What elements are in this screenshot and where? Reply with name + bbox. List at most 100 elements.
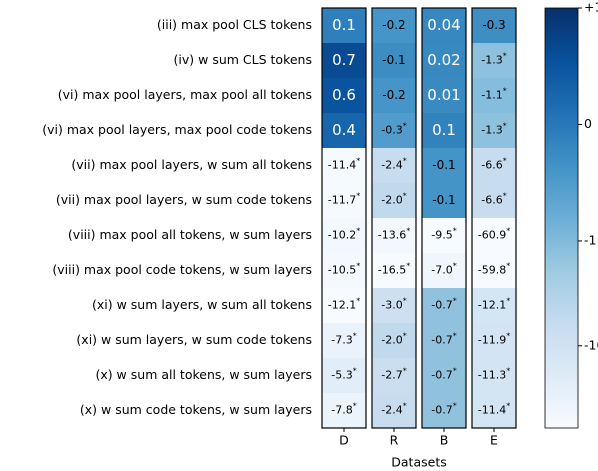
heatmap-cell xyxy=(472,183,516,219)
row-label: (xi) w sum layers, w sum code tokens xyxy=(76,332,312,347)
heatmap-cell xyxy=(422,43,466,79)
heatmap-cell xyxy=(372,113,416,149)
cell-label: -2.0* xyxy=(381,191,406,207)
colorbar-tick-label: -10 xyxy=(584,337,598,352)
cell-label: -0.1 xyxy=(432,158,455,172)
cell-label: -0.7* xyxy=(431,296,456,312)
heatmap-cell xyxy=(322,43,366,79)
colorbar xyxy=(544,7,579,429)
cell-label: -1.3* xyxy=(481,121,506,137)
heatmap-cell xyxy=(422,253,466,289)
cell-label: -11.4* xyxy=(328,156,360,172)
heatmap-cell xyxy=(322,358,366,394)
cell-label: -6.6* xyxy=(481,191,506,207)
cell-label: -2.7* xyxy=(381,366,406,382)
cell-label: -0.3* xyxy=(381,121,406,137)
cell-label: 0.01 xyxy=(427,86,460,104)
heatmap-cell xyxy=(422,218,466,254)
cell-label: -1.3* xyxy=(481,51,506,67)
heatmap-cell xyxy=(372,288,416,324)
x-tick-label: B xyxy=(440,433,449,448)
cell-label: -3.0* xyxy=(381,296,406,312)
cell-label: -0.1 xyxy=(432,193,455,207)
heatmap-cell xyxy=(372,358,416,394)
row-label: (xi) w sum layers, w sum all tokens xyxy=(92,297,312,312)
x-axis-label: Datasets xyxy=(391,455,446,470)
heatmap-cell xyxy=(322,183,366,219)
heatmap-cell xyxy=(322,218,366,254)
heatmap-cell xyxy=(372,148,416,184)
cell-label: -12.1* xyxy=(328,296,360,312)
heatmap-cell xyxy=(472,358,516,394)
heatmap-cell xyxy=(472,393,516,429)
heatmap-cell xyxy=(322,288,366,324)
cell-label: -12.1* xyxy=(478,296,510,312)
x-tick-label: D xyxy=(339,433,349,448)
cell-label: -0.1 xyxy=(382,53,405,67)
cell-label: -2.4* xyxy=(381,401,406,417)
cell-label: -1.1* xyxy=(481,86,506,102)
heatmap-cell xyxy=(472,288,516,324)
row-label: (viii) max pool all tokens, w sum layers xyxy=(68,227,312,242)
heatmap-cell xyxy=(422,78,466,114)
row-label: (iv) w sum CLS tokens xyxy=(174,52,312,67)
row-label: (x) w sum all tokens, w sum layers xyxy=(95,367,312,382)
cell-label: -10.5* xyxy=(328,261,360,277)
heatmap-cell xyxy=(422,8,466,44)
heatmap-cell xyxy=(472,148,516,184)
cell-label: -0.7* xyxy=(431,366,456,382)
cell-label: -11.4* xyxy=(478,401,510,417)
heatmap-cell xyxy=(372,78,416,114)
colorbar-tick-label: 0 xyxy=(584,116,592,131)
cell-label: -11.7* xyxy=(328,191,360,207)
heatmap-cell xyxy=(322,8,366,44)
cell-label: -7.3* xyxy=(331,331,356,347)
cell-label: -60.9* xyxy=(478,226,510,242)
cell-label: -9.5* xyxy=(431,226,456,242)
heatmap-cell xyxy=(422,148,466,184)
heatmap-cell xyxy=(372,218,416,254)
heatmap-cell xyxy=(372,8,416,44)
heatmap-cell xyxy=(322,393,366,429)
heatmap-cell xyxy=(372,43,416,79)
cell-label: -0.2 xyxy=(382,88,405,102)
cell-label: -6.6* xyxy=(481,156,506,172)
heatmap-cell xyxy=(472,253,516,289)
cell-label: 0.7 xyxy=(332,51,356,69)
cell-label: -2.4* xyxy=(381,156,406,172)
x-tick-label: R xyxy=(390,433,399,448)
cell-label: -7.8* xyxy=(331,401,356,417)
cell-label: -0.3 xyxy=(482,18,505,32)
heatmap-cell xyxy=(422,393,466,429)
heatmap-cell xyxy=(322,323,366,359)
heatmap-cell xyxy=(372,323,416,359)
cell-label: 0.02 xyxy=(427,51,460,69)
cell-label: -13.6* xyxy=(378,226,410,242)
heatmap-cell xyxy=(372,183,416,219)
heatmap-cell xyxy=(422,183,466,219)
cell-label: 0.1 xyxy=(332,16,356,34)
heatmap-cell xyxy=(322,113,366,149)
row-label: (vii) max pool layers, w sum code tokens xyxy=(56,192,312,207)
heatmap-cell xyxy=(372,393,416,429)
heatmap-cell xyxy=(422,323,466,359)
cell-label: -5.3* xyxy=(331,366,356,382)
heatmap-cell xyxy=(472,43,516,79)
colorbar-tick-label: -1 xyxy=(584,232,596,247)
cell-label: -0.7* xyxy=(431,401,456,417)
row-label: (vi) max pool layers, max pool all token… xyxy=(58,87,312,102)
heatmap-cell xyxy=(422,358,466,394)
row-label: (x) w sum code tokens, w sum layers xyxy=(80,402,312,417)
cell-label: -59.8* xyxy=(478,261,510,277)
row-label: (viii) max pool code tokens, w sum layer… xyxy=(52,262,312,277)
row-label: (iii) max pool CLS tokens xyxy=(157,17,312,32)
cell-label: -7.0* xyxy=(431,261,456,277)
cell-label: -0.2 xyxy=(382,18,405,32)
x-tick-label: E xyxy=(490,433,498,448)
heatmap-cell xyxy=(472,113,516,149)
heatmap-cell xyxy=(472,8,516,44)
heatmap-cell xyxy=(322,253,366,289)
row-label: (vii) max pool layers, w sum all tokens xyxy=(71,157,312,172)
cell-label: 0.04 xyxy=(427,16,460,34)
